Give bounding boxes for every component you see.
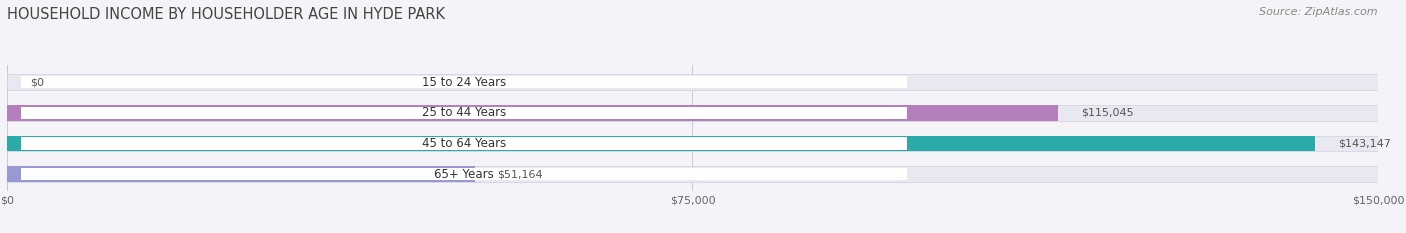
Text: $115,045: $115,045 — [1081, 108, 1133, 118]
Text: 15 to 24 Years: 15 to 24 Years — [422, 76, 506, 89]
Bar — [21, 107, 907, 119]
Bar — [21, 168, 907, 180]
Text: 25 to 44 Years: 25 to 44 Years — [422, 106, 506, 119]
Text: $0: $0 — [30, 77, 44, 87]
Bar — [7, 136, 1378, 151]
Bar — [7, 166, 475, 182]
Bar — [21, 137, 907, 150]
Text: $143,147: $143,147 — [1339, 138, 1391, 148]
Text: 65+ Years: 65+ Years — [434, 168, 494, 181]
Bar — [7, 74, 1378, 90]
Bar — [21, 76, 907, 88]
Bar — [7, 105, 1378, 121]
Bar — [7, 166, 1378, 182]
Text: $51,164: $51,164 — [498, 169, 543, 179]
Text: Source: ZipAtlas.com: Source: ZipAtlas.com — [1260, 7, 1378, 17]
Text: HOUSEHOLD INCOME BY HOUSEHOLDER AGE IN HYDE PARK: HOUSEHOLD INCOME BY HOUSEHOLDER AGE IN H… — [7, 7, 446, 22]
Bar — [7, 136, 1315, 151]
Text: 45 to 64 Years: 45 to 64 Years — [422, 137, 506, 150]
Bar — [7, 105, 1059, 121]
